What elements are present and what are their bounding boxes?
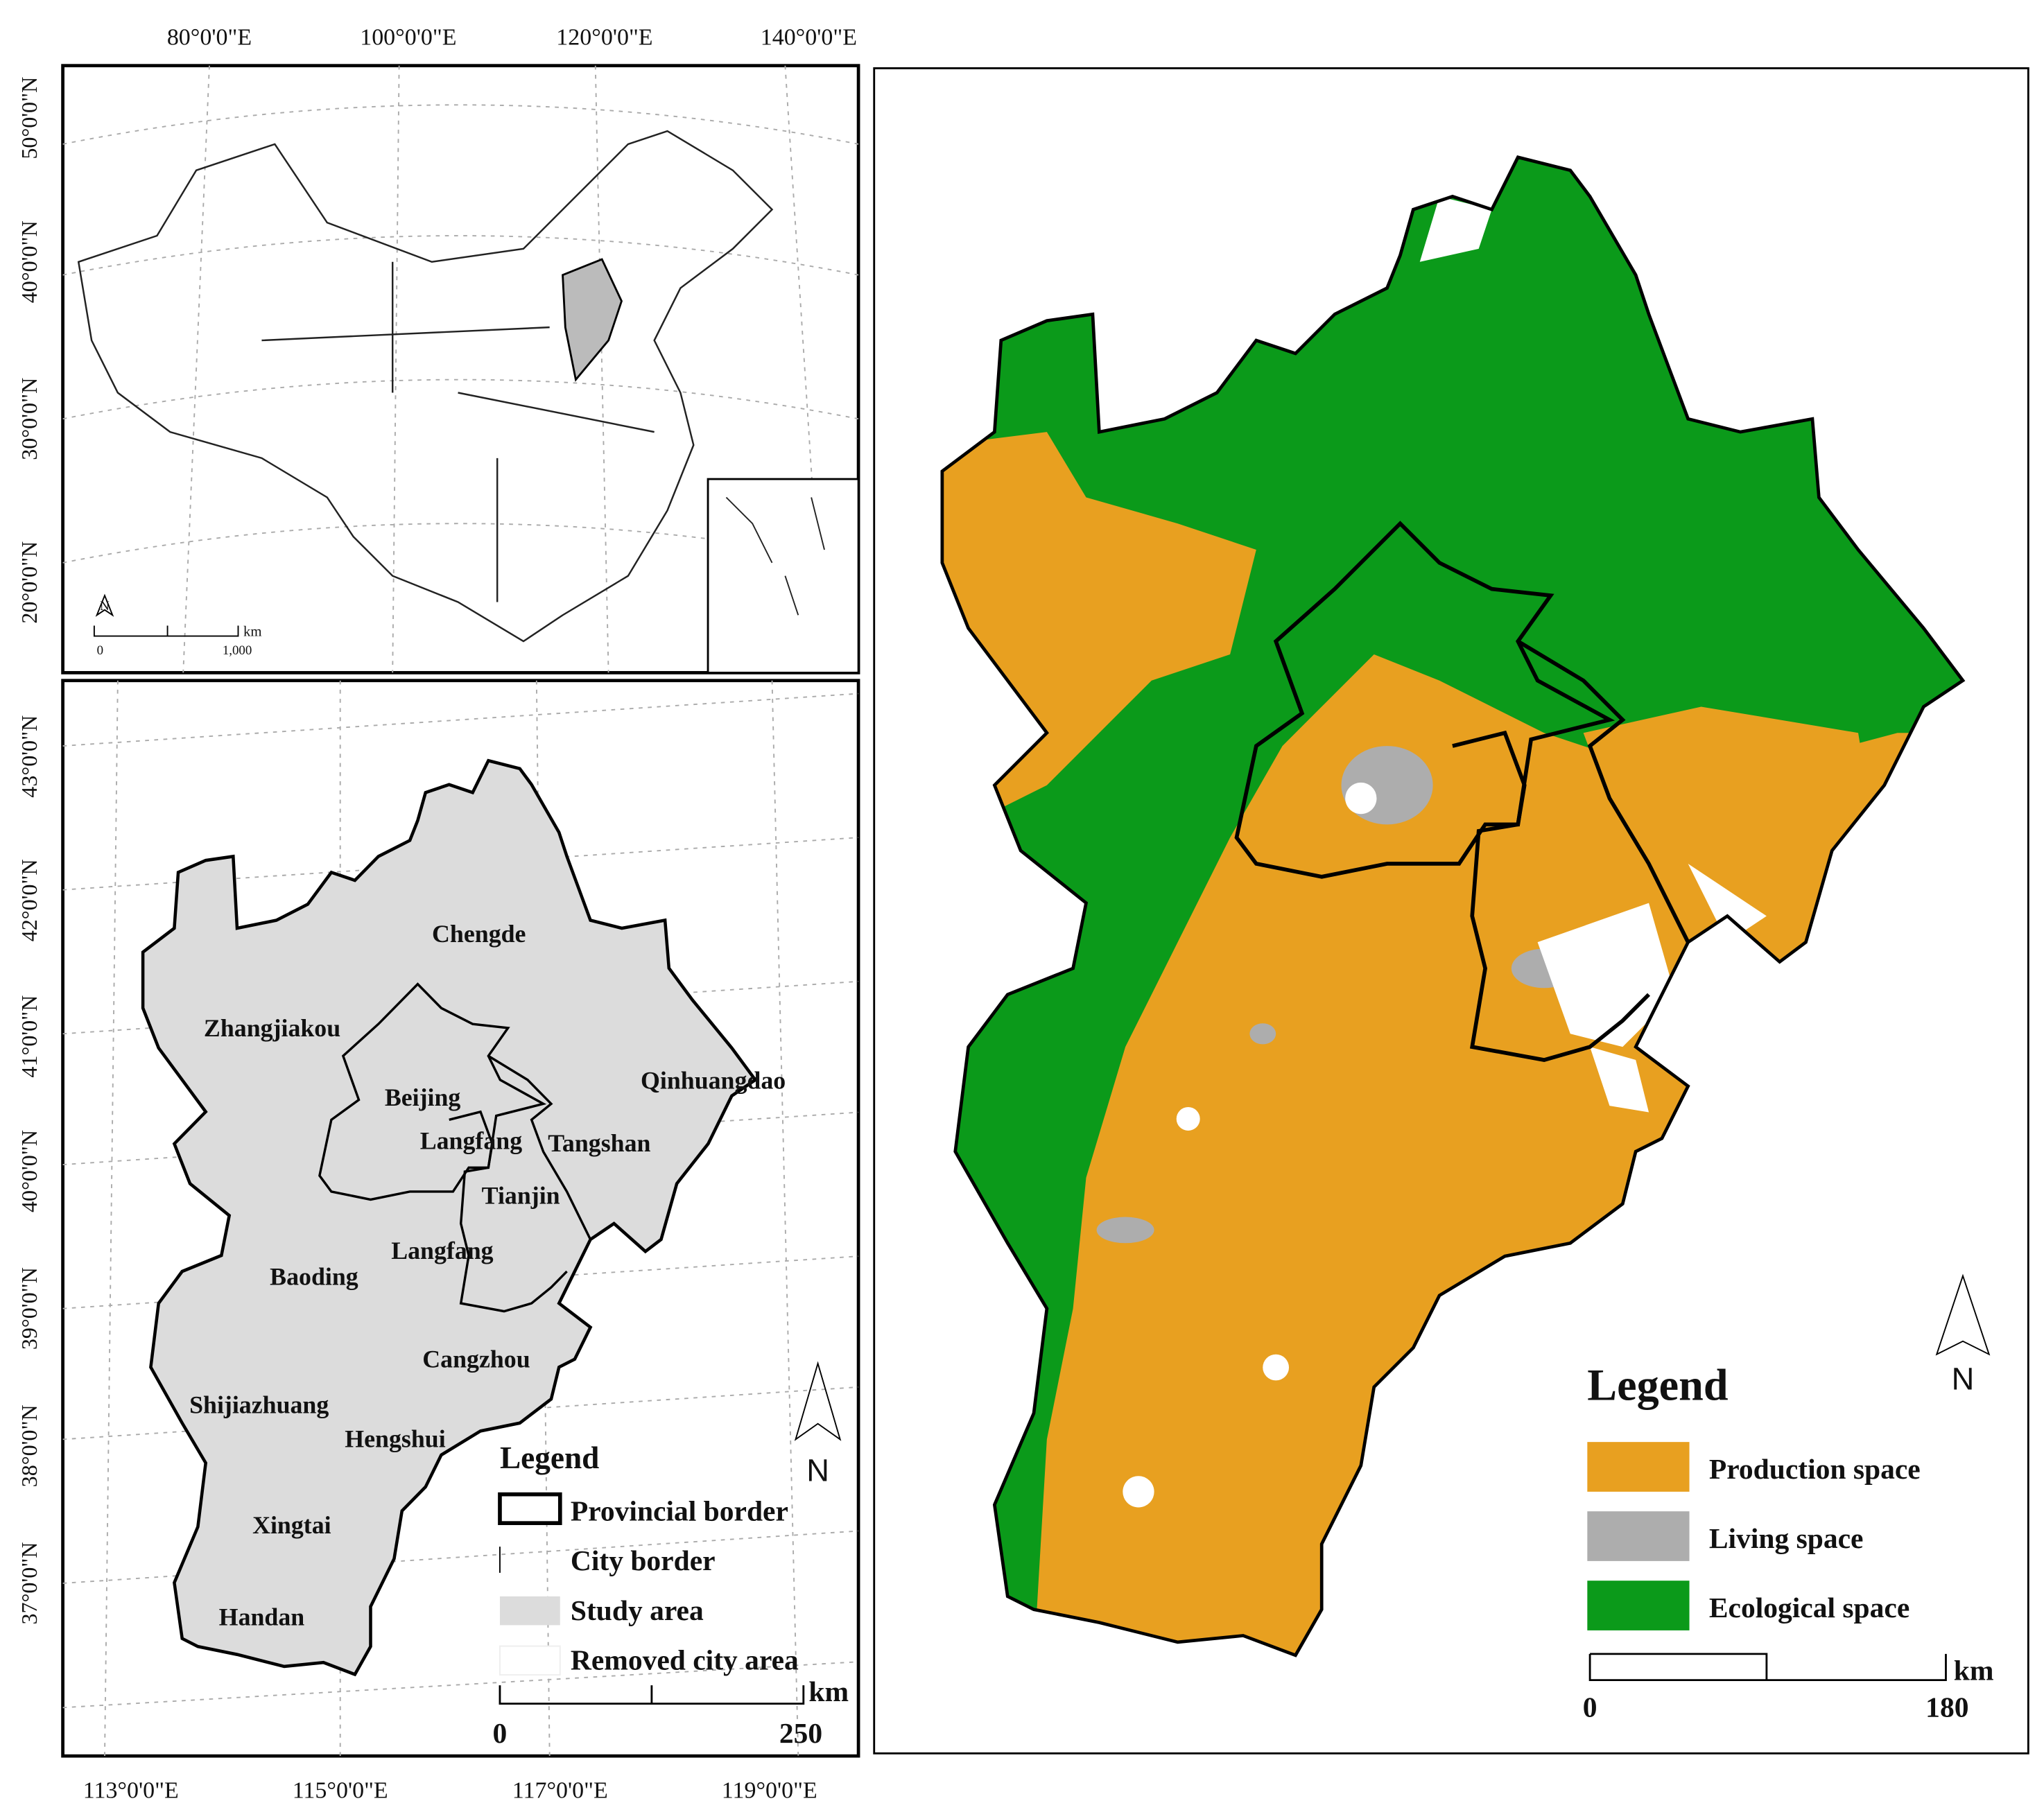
scale-label: 0 <box>493 1717 508 1749</box>
legend-title: Legend <box>500 1441 599 1475</box>
legend-label: Study area <box>571 1594 704 1626</box>
land-use-map: N Legend Production space Living space Eco… <box>873 67 2029 1755</box>
lat-label: 50°0'0"N <box>17 77 42 159</box>
scale-label: 1,000 <box>223 643 252 658</box>
city-label: Zhangjiakou <box>204 1014 340 1042</box>
map-shape <box>1537 903 1675 1047</box>
north-label: N <box>1952 1361 1975 1397</box>
map-shape <box>1590 1047 1649 1113</box>
north-label: N <box>100 599 110 613</box>
legend-swatch <box>1587 1442 1690 1492</box>
city-label: Langfang <box>391 1237 493 1264</box>
city-label: Langfang <box>420 1126 522 1154</box>
city-label: Tangshan <box>548 1129 650 1157</box>
lat-label: 40°0'0"N <box>17 220 42 303</box>
map-shape <box>1688 863 1767 943</box>
scale-unit: km <box>808 1676 849 1707</box>
study-area-inset <box>562 258 623 382</box>
map-shape <box>1123 1476 1154 1508</box>
study-area-shape <box>143 760 755 1674</box>
lon-label: 113°0'0"E <box>83 1777 179 1803</box>
inset-frame <box>61 64 860 674</box>
legend-swatch <box>1587 1511 1690 1561</box>
legend-swatch <box>1587 1581 1690 1630</box>
north-arrow <box>1935 1273 1991 1356</box>
inset-map: N 0 1,000 km 80°0'0"E 100°0'0"E 120°0'0"… <box>17 24 860 674</box>
scale-bar <box>93 625 239 637</box>
map-shape <box>1419 196 1492 262</box>
city-label: Xingtai <box>252 1511 331 1539</box>
north-label: N <box>806 1453 829 1488</box>
legend-swatch <box>499 1596 560 1626</box>
lat-label: 41°0'0"N <box>17 995 42 1078</box>
land-use-layers <box>942 157 1963 1655</box>
lat-label: 38°0'0"N <box>17 1404 42 1487</box>
lat-label: 20°0'0"N <box>17 541 42 624</box>
lon-label: 120°0'0"E <box>556 24 652 50</box>
city-label: Beijing <box>385 1083 461 1111</box>
legend-swatch <box>498 1492 562 1525</box>
lon-label: 115°0'0"E <box>293 1777 388 1803</box>
lat-label: 39°0'0"N <box>17 1267 42 1350</box>
city-label: Cangzhou <box>422 1346 530 1373</box>
ecological-area <box>942 157 1963 1655</box>
scale-label: 250 <box>779 1717 822 1749</box>
north-arrow <box>794 1361 842 1441</box>
legend-label: Removed city area <box>571 1644 799 1676</box>
scale-label: 0 <box>97 643 103 658</box>
north-arrow <box>95 593 114 617</box>
lat-label: 30°0'0"N <box>17 378 42 460</box>
city-label: Chengde <box>432 920 526 948</box>
map-shape <box>1263 1354 1290 1381</box>
lon-label: 117°0'0"E <box>512 1777 608 1803</box>
lat-label: 40°0'0"N <box>17 1130 42 1212</box>
south-sea-inset <box>707 478 860 674</box>
scale-label: 0 <box>1583 1691 1597 1723</box>
legend-label: Ecological space <box>1709 1592 1909 1624</box>
legend-label: Living space <box>1709 1522 1864 1554</box>
scale-label: 180 <box>1925 1691 1968 1723</box>
scale-unit: km <box>1954 1655 1994 1687</box>
map-shape <box>1345 782 1377 815</box>
map-shape <box>1249 1023 1276 1045</box>
study-frame <box>61 679 860 1758</box>
lat-label: 42°0'0"N <box>17 859 42 941</box>
production-area <box>1583 706 1871 903</box>
removed-area <box>1123 196 1767 1508</box>
graticule <box>62 65 859 673</box>
city-label: Hengshui <box>345 1425 445 1453</box>
lat-label: 43°0'0"N <box>17 715 42 798</box>
lon-label: 80°0'0"E <box>167 24 252 50</box>
study-map: Chengde Zhangjiakou Beijing Qinhuangdao … <box>17 679 860 1803</box>
legend-label: Production space <box>1709 1453 1921 1485</box>
lat-label: 37°0'0"N <box>17 1542 42 1624</box>
legend-label: City border <box>571 1544 716 1576</box>
city-label: Shijiazhuang <box>189 1391 329 1419</box>
scale-unit: km <box>243 625 262 640</box>
city-label: Tianjin <box>482 1182 560 1210</box>
legend: Production space Living space Ecological s… <box>1587 1442 1921 1630</box>
city-label: Qinhuangdao <box>641 1067 786 1095</box>
city-label: Handan <box>219 1603 305 1630</box>
legend-label: Provincial border <box>571 1495 788 1526</box>
city-label: Baoding <box>270 1263 358 1291</box>
map-shape <box>1176 1106 1200 1131</box>
lon-label: 119°0'0"E <box>722 1777 817 1803</box>
lon-label: 100°0'0"E <box>360 24 456 50</box>
legend-title: Legend <box>1587 1361 1728 1410</box>
china-outline <box>77 130 774 643</box>
lon-label: 140°0'0"E <box>761 24 857 50</box>
legend-swatch <box>499 1645 561 1676</box>
scale-bar <box>1588 1653 1947 1682</box>
map-shape <box>143 760 755 1674</box>
scale-bar <box>499 1685 805 1705</box>
land-use-frame <box>873 67 2029 1755</box>
map-shape <box>1096 1217 1154 1244</box>
south-sea-islands <box>725 496 825 616</box>
